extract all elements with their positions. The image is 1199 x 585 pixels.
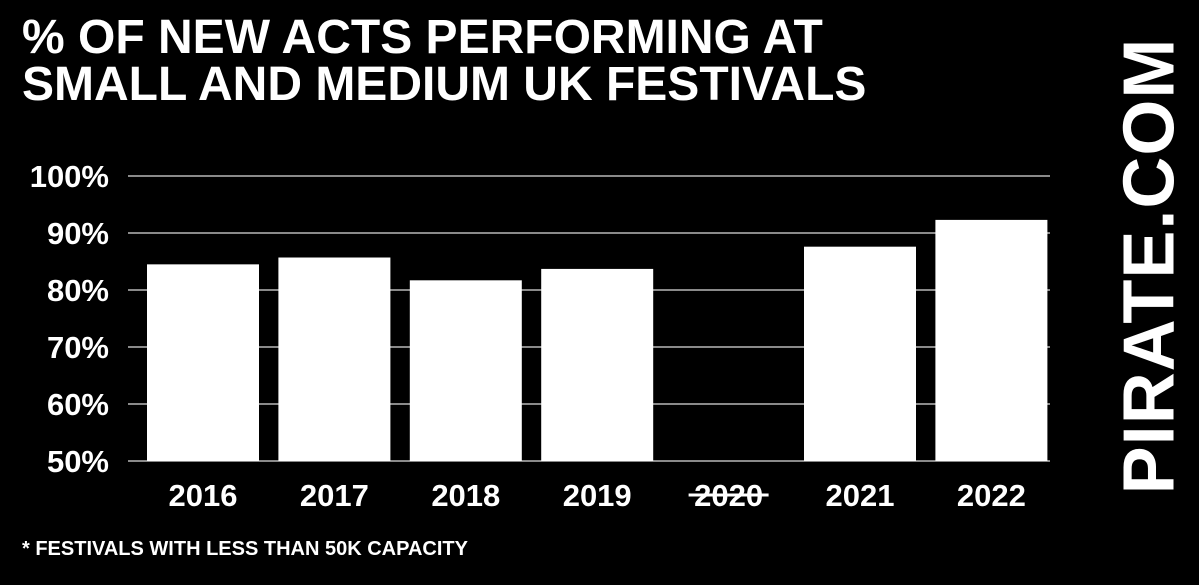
bar-2019	[541, 268, 654, 461]
y-tick-label-60: 60%	[47, 387, 109, 422]
y-tick-label-80: 80%	[47, 273, 109, 308]
bars	[147, 219, 1048, 461]
footnote: * FESTIVALS WITH LESS THAN 50K CAPACITY	[22, 538, 468, 560]
chart-title: % OF NEW ACTS PERFORMING AT SMALL AND ME…	[22, 11, 1062, 111]
chart-title-line-1: % OF NEW ACTS PERFORMING AT	[22, 11, 823, 64]
bar-2021	[804, 246, 916, 461]
bar-2017	[278, 257, 391, 461]
bar-2016	[147, 264, 259, 461]
x-tick-label-2019: 2019	[563, 478, 632, 513]
chart-title-line-2: SMALL AND MEDIUM UK FESTIVALS	[22, 58, 867, 111]
y-tick-label-100: 100%	[30, 159, 109, 194]
y-tick-label-50: 50%	[47, 444, 109, 479]
x-tick-label-2021: 2021	[826, 478, 895, 513]
y-tick-label-70: 70%	[47, 330, 109, 365]
y-tick-label-90: 90%	[47, 216, 109, 251]
x-tick-label-2018: 2018	[431, 478, 500, 513]
x-tick-label-2016: 2016	[169, 478, 238, 513]
y-axis-tick-labels: 100% 90% 80% 70% 60% 50%	[30, 159, 109, 479]
x-axis-tick-labels: 2016 2017 2018 2019 2020 2021 2022	[169, 478, 1026, 513]
bar-2022	[935, 219, 1048, 461]
x-tick-label-2017: 2017	[300, 478, 369, 513]
brand-watermark: PIRATE.COM	[1109, 22, 1190, 510]
bar-2018	[409, 280, 522, 461]
bar-chart: 100%90%80%70%60%50% 2016 2017 2018 2019 2020…	[30, 159, 1050, 513]
brand-text: PIRATE.COM	[1109, 37, 1190, 495]
x-tick-label-2022: 2022	[957, 478, 1026, 513]
